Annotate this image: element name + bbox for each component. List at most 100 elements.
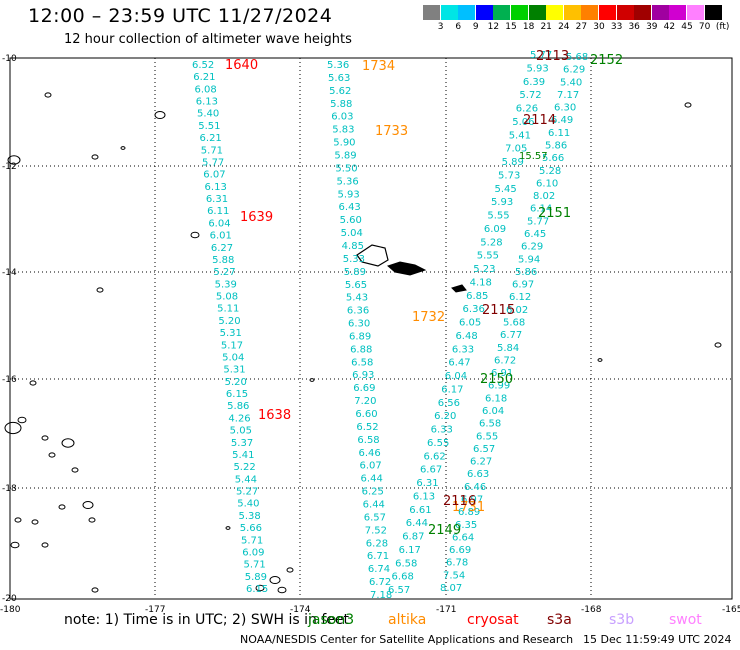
colorbar-tick: 45 <box>681 22 693 32</box>
wave-height-value: 6.28 <box>366 538 388 549</box>
wave-height-value: 6.20 <box>434 411 456 422</box>
wave-height-value: 6.07 <box>203 170 225 181</box>
wave-height-value: 6.27 <box>211 243 233 254</box>
colorbar-tick: 39 <box>646 22 658 32</box>
colorbar-tick: 12 <box>487 22 500 32</box>
colorbar-tick: 9 <box>472 22 479 32</box>
bottom-note: note: 1) Time is in UTC; 2) SWH is in fe… <box>64 612 350 628</box>
wave-height-value: 6.52 <box>192 60 214 71</box>
island-outline <box>71 467 79 473</box>
wave-height-value: 6.58 <box>395 558 417 569</box>
wave-height-value: 6.13 <box>196 97 218 108</box>
wave-height-value: 5.40 <box>237 499 259 510</box>
wave-height-value: 6.25 <box>362 487 384 498</box>
coastlines <box>4 92 722 594</box>
wave-height-value: 5.31 <box>223 365 245 376</box>
wave-height-value: 6.72 <box>494 355 516 366</box>
pass-id-label: 15.57 <box>519 151 548 162</box>
wave-height-value: 5.86 <box>227 401 249 412</box>
island-outline <box>714 342 722 348</box>
colorbar-swatch <box>669 5 687 20</box>
wave-height-value: 5.86 <box>545 141 567 152</box>
wave-height-value: 5.38 <box>238 511 260 522</box>
wave-height-value: 5.55 <box>477 251 499 262</box>
wave-height-value: 6.05 <box>459 318 481 329</box>
lat-label: -14 <box>2 268 17 278</box>
wave-height-value: 6.88 <box>350 344 372 355</box>
wave-height-value: 6.21 <box>200 133 222 144</box>
wave-height-value: 5.77 <box>202 157 224 168</box>
colorbar-tick: 33 <box>610 22 623 32</box>
wave-height-value: 5.77 <box>527 216 549 227</box>
pass-id-label: 2149 <box>428 523 461 538</box>
satellite-legend-item: jason3 <box>308 612 355 628</box>
island-outline <box>91 154 99 160</box>
wave-height-value: 5.45 <box>495 184 517 195</box>
map-frame <box>9 57 733 600</box>
colorbar-swatch <box>563 5 581 20</box>
wave-height-value: 6.72 <box>369 577 391 588</box>
wave-height-value: 5.51 <box>198 121 220 132</box>
wave-height-value: 6.39 <box>523 77 545 88</box>
wave-height-value: 5.20 <box>218 316 240 327</box>
map-grid <box>10 58 732 598</box>
wave-height-value: 6.11 <box>548 128 570 139</box>
colorbar-swatch <box>687 5 704 20</box>
pass-id-label: 2152 <box>590 53 623 68</box>
wave-height-value: 5.66 <box>240 523 262 534</box>
wave-height-value: 6.60 <box>355 409 377 420</box>
wave-height-value: 6.45 <box>524 229 546 240</box>
wave-height-value: 6.49 <box>551 115 573 126</box>
colorbar-swatch <box>423 5 440 20</box>
wave-height-value: 5.84 <box>497 343 519 354</box>
wave-height-value: 6.36 <box>347 306 369 317</box>
wave-height-value: 5.94 <box>518 254 540 265</box>
satellite-legend-item: s3b <box>609 612 635 628</box>
wave-height-value: 5.73 <box>498 170 520 181</box>
island-outline <box>597 358 603 362</box>
wave-height-value: 6.11 <box>207 206 229 217</box>
wave-height-value: 6.04 <box>482 406 504 417</box>
wave-height-value: 5.63 <box>328 73 350 84</box>
wave-height-value: 5.89 <box>502 157 524 168</box>
wave-height-value: 6.30 <box>348 319 370 330</box>
colorbar-tick: 6 <box>455 22 462 32</box>
island-outline <box>154 111 166 119</box>
colorbar-swatch <box>634 5 652 20</box>
satellite-legend-item: altika <box>388 612 427 628</box>
wave-height-value: 6.02 <box>506 305 528 316</box>
pass-id-label: 1734 <box>362 59 395 74</box>
wave-height-value: 5.93 <box>526 63 548 74</box>
wave-height-value: 6.31 <box>206 194 228 205</box>
wave-height-value: 6.15 <box>246 584 268 595</box>
island-outline <box>48 452 56 458</box>
island-outline <box>269 576 281 584</box>
wave-height-value: 6.46 <box>464 482 486 493</box>
wave-height-value: 5.08 <box>216 292 238 303</box>
colorbar-swatch <box>651 5 669 20</box>
island-outline <box>225 526 231 530</box>
page-title: 12:00 – 23:59 UTC 11/27/2024 <box>28 5 333 27</box>
wave-height-value: 5.11 <box>217 304 239 315</box>
island-outline <box>31 519 39 525</box>
wave-height-value: 4.18 <box>470 277 492 288</box>
wave-height-value: 6.31 <box>416 478 438 489</box>
colorbar-tick: 42 <box>663 22 676 32</box>
island-outline <box>7 155 21 165</box>
wave-height-value: 5.90 <box>333 138 355 149</box>
wave-height-value: 6.71 <box>367 551 389 562</box>
tutuila-island <box>451 284 467 293</box>
pass-id-label: 2151 <box>538 206 571 221</box>
colorbar-swatch <box>475 5 493 20</box>
wave-height-value: 6.89 <box>349 331 371 342</box>
wave-height-value: 7.52 <box>365 525 387 536</box>
wave-height-value: 7.17 <box>557 90 579 101</box>
wave-height-value: 6.57 <box>473 444 495 455</box>
wave-height-value: 5.89 <box>245 572 267 583</box>
upolu-island <box>387 261 427 276</box>
wave-height-value: 6.97 <box>461 495 483 506</box>
wave-height-value: 6.64 <box>452 532 474 543</box>
wave-height-value: 6.85 <box>466 291 488 302</box>
pass-id-label: 1639 <box>240 210 273 225</box>
wave-height-value: 5.55 <box>487 211 509 222</box>
